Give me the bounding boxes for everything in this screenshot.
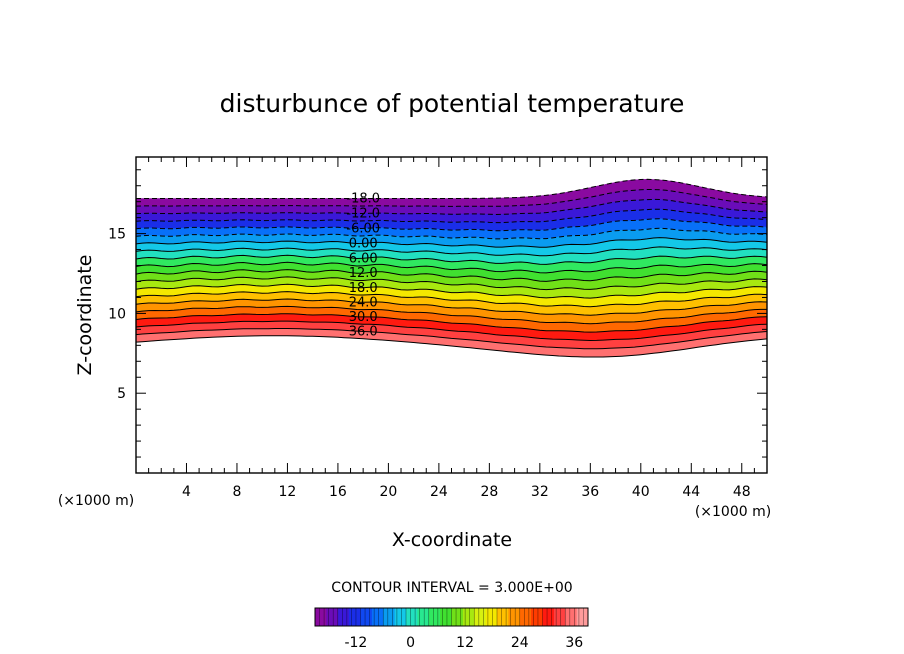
chart-title: disturbunce of potential temperature	[220, 89, 685, 118]
x-tick-label: 32	[531, 484, 549, 500]
y-tick-label: 10	[108, 306, 126, 322]
colorbar-swatch	[417, 608, 430, 626]
colorbar-swatch	[565, 608, 578, 626]
contour-label: 12.0	[349, 266, 378, 281]
colorbar-swatch	[462, 608, 475, 626]
contour-label: -12.0	[346, 207, 380, 222]
x-tick-label: 36	[581, 484, 599, 500]
y-axis-ticks: 5 10 15	[108, 169, 767, 458]
x-tick-label: 24	[430, 484, 448, 500]
contour-label: -6.00	[346, 221, 380, 236]
colorbar	[314, 607, 589, 627]
colorbar-swatch	[326, 608, 339, 626]
colorbar-swatch	[485, 608, 498, 626]
contour-line	[136, 227, 767, 240]
colorbar-swatch	[371, 608, 384, 626]
contour-label: 0.00	[349, 236, 378, 251]
x-tick-label: 40	[632, 484, 650, 500]
colorbar-tick-labels: -12 0 12 24 36	[344, 635, 583, 651]
x-axis-ticks: 4 8 12 16 20 24 28 32 36 40 44 48	[148, 157, 768, 500]
contour-line	[136, 291, 767, 308]
colorbar-tick-label: 0	[406, 635, 415, 651]
colorbar-swatch	[394, 608, 407, 626]
colorbar-swatch	[349, 608, 361, 626]
colorbar-swatch	[360, 608, 373, 626]
colorbar-swatch	[531, 608, 543, 626]
contour-line	[136, 269, 767, 282]
colorbar-swatch	[383, 608, 396, 626]
colorbar-tick-label: -12	[344, 635, 367, 651]
colorbar-swatch	[542, 608, 555, 626]
colorbar-swatch	[315, 608, 327, 626]
y-axis-label: Z-coordinate	[74, 255, 96, 376]
colorbar-swatch	[508, 608, 521, 626]
contour-label: -18.0	[346, 192, 380, 207]
colorbar-swatch	[406, 608, 418, 626]
x-tick-label: 20	[379, 484, 397, 500]
contour-line	[136, 328, 767, 350]
contour-line	[136, 246, 767, 257]
x-axis-unit: (×1000 m)	[695, 504, 771, 520]
contour-line	[136, 254, 767, 265]
x-tick-label: 12	[279, 484, 297, 500]
x-tick-label: 4	[182, 484, 191, 500]
contour-line	[136, 198, 767, 216]
contour-label: 30.0	[349, 310, 378, 325]
contour-line	[136, 189, 767, 207]
x-tick-label: 44	[682, 484, 700, 500]
x-tick-label: 48	[733, 484, 751, 500]
contour-line	[136, 283, 767, 299]
y-tick-label: 15	[108, 227, 126, 243]
x-tick-label: 16	[329, 484, 347, 500]
colorbar-swatch	[553, 608, 566, 626]
colorbar-tick-label: 24	[511, 635, 529, 651]
colorbar-swatch	[440, 608, 452, 626]
colorbar-swatch	[428, 608, 441, 626]
x-tick-label: 8	[232, 484, 241, 500]
colorbar-swatch	[474, 608, 487, 626]
contour-label: 36.0	[349, 325, 378, 340]
contour-interval-text: CONTOUR INTERVAL = 3.000E+00	[331, 580, 572, 596]
colorbar-tick-label: 12	[456, 635, 474, 651]
contour-label: 18.0	[349, 281, 378, 296]
contour-line	[136, 261, 767, 274]
x-axis-label: X-coordinate	[392, 529, 512, 551]
y-tick-label: 5	[117, 386, 126, 402]
contour-line	[136, 218, 767, 232]
contour-line	[136, 320, 767, 342]
colorbar-swatch	[337, 608, 350, 626]
colorbar-swatch	[497, 608, 509, 626]
contour-labels: -18.0-12.0-6.000.006.0012.018.024.030.03…	[346, 192, 380, 340]
contour-line	[136, 298, 767, 316]
contour-line	[136, 335, 767, 358]
colorbar-frame	[314, 607, 589, 627]
contour-line	[136, 305, 767, 325]
contour-line	[136, 237, 767, 248]
y-axis-unit: (×1000 m)	[58, 493, 134, 509]
contour-line	[136, 276, 767, 291]
colorbar-tick-label: 36	[565, 635, 583, 651]
contour-label: 6.00	[349, 251, 378, 266]
contour-line	[136, 313, 767, 333]
colorbar-swatch	[451, 608, 464, 626]
colorbar-swatch	[576, 608, 589, 626]
contour-lines	[136, 178, 767, 358]
contour-label: 24.0	[349, 295, 378, 310]
colorbar-swatch	[519, 608, 532, 626]
x-tick-label: 28	[480, 484, 498, 500]
contour-line	[136, 208, 767, 224]
contour-line	[136, 178, 767, 199]
